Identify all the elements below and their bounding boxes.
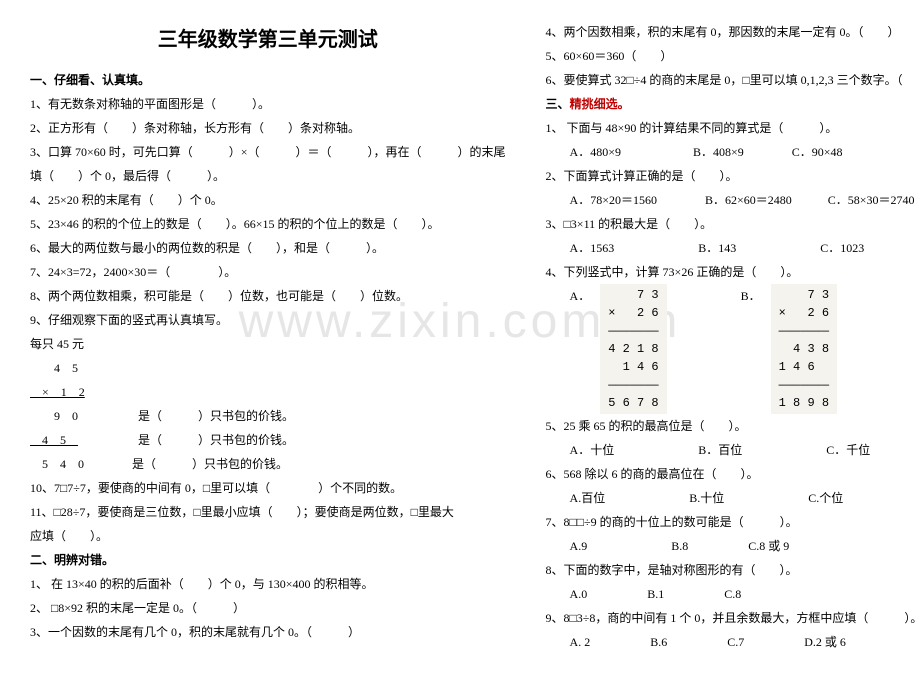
q1-4: 4、25×20 积的末尾有（ ）个 0。 [30, 188, 506, 212]
q2-6: 6、要使算式 32□÷4 的商的末尾是 0，□里可以填 0,1,2,3 三个数字… [546, 68, 920, 92]
section3-head-a: 三、 [546, 97, 570, 111]
q3-8o: A.0 B.1 C.8 [546, 582, 920, 606]
calc-image-b: 7 3 × 2 6 ——————— 4 3 8 1 4 6 ——————— 1 … [771, 284, 837, 414]
q2-4: 4、两个因数相乘，积的末尾有 0，那因数的末尾一定有 0。（ ） [546, 20, 920, 44]
q3-2o: A．78×20＝1560 B．62×60＝2480 C．58×30＝2740 [546, 188, 920, 212]
q3-1: 1、 下面与 48×90 的计算结果不同的算式是（ ）。 [546, 116, 920, 140]
q3-7: 7、8□□÷9 的商的十位上的数可能是（ ）。 [546, 510, 920, 534]
section3-head: 三、精挑细选。 [546, 92, 920, 116]
q1-9a: 每只 45 元 [30, 332, 506, 356]
q3-9: 9、8□3÷8，商的中间有 1 个 0，并且余数最大，方框中应填（ ）。 [546, 606, 920, 630]
calc-l2: × 1 2 [30, 380, 506, 404]
q1-11a: 11、□28÷7，要使商是三位数，□里最小应填（ ）；要使商是两位数，□里最大 [30, 500, 506, 524]
q2-2: 2、 □8×92 积的末尾一定是 0。（ ） [30, 596, 506, 620]
q3-8: 8、下面的数字中，是轴对称图形的有（ ）。 [546, 558, 920, 582]
q2-5: 5、60×60＝360（ ） [546, 44, 920, 68]
q3-6: 6、568 除以 6 的商的最高位在（ ）。 [546, 462, 920, 486]
section1-head: 一、仔细看、认真填。 [30, 68, 506, 92]
calc-l4: 4 5 是（ ）只书包的价钱。 [30, 428, 506, 452]
calc-l2-text: × 1 2 [30, 380, 85, 404]
calc-image-a: 7 3 × 2 6 ——————— 4 2 1 8 1 4 6 ——————— … [600, 284, 666, 414]
q3-2: 2、下面算式计算正确的是（ ）。 [546, 164, 920, 188]
q3-1o: A．480×9 B．408×9 C．90×48 [546, 140, 920, 164]
q1-8: 8、两个两位数相乘，积可能是（ ）位数，也可能是（ ）位数。 [30, 284, 506, 308]
q2-3: 3、一个因数的末尾有几个 0，积的末尾就有几个 0。（ ） [30, 620, 506, 644]
q1-5: 5、23×46 的积的个位上的数是（ ）。66×15 的积的个位上的数是（ ）。 [30, 212, 506, 236]
q1-2: 2、正方形有（ ）条对称轴，长方形有（ ）条对称轴。 [30, 116, 506, 140]
page-container: 三年级数学第三单元测试 一、仔细看、认真填。 1、有无数条对称轴的平面图形是（ … [0, 0, 920, 674]
q1-1: 1、有无数条对称轴的平面图形是（ ）。 [30, 92, 506, 116]
q3-6o: A.百位 B.十位 C.个位 [546, 486, 920, 510]
q1-6: 6、最大的两位数与最小的两位数的积是（ ），和是（ ）。 [30, 236, 506, 260]
q3-4: 4、下列竖式中，计算 73×26 正确的是（ ）。 [546, 260, 920, 284]
doc-title: 三年级数学第三单元测试 [30, 20, 506, 60]
section3-head-b: 精挑细选。 [570, 97, 630, 111]
q1-9: 9、仔细观察下面的竖式再认真填写。 [30, 308, 506, 332]
left-column: 三年级数学第三单元测试 一、仔细看、认真填。 1、有无数条对称轴的平面图形是（ … [30, 20, 506, 654]
q2-1: 1、 在 13×40 的积的后面补（ ）个 0，与 130×400 的积相等。 [30, 572, 506, 596]
q3-3o: A．1563 B．143 C．1023 [546, 236, 920, 260]
q1-10: 10、7□7÷7，要使商的中间有 0，□里可以填（ ）个不同的数。 [30, 476, 506, 500]
calc-l4-u: 4 5 [30, 428, 78, 452]
q3-4-calcs: A． 7 3 × 2 6 ——————— 4 2 1 8 1 4 6 —————… [546, 284, 920, 414]
q3-4-label-b: B． [741, 284, 761, 308]
q1-3a: 3、口算 70×60 时，可先口算（ ）×（ ）＝（ ），再在（ ）的末尾 [30, 140, 506, 164]
q3-5o: A．十位 B．百位 C．千位 [546, 438, 920, 462]
q3-7o: A.9 B.8 C.8 或 9 [546, 534, 920, 558]
q1-11b: 应填（ ）。 [30, 524, 506, 548]
right-column: 4、两个因数相乘，积的末尾有 0，那因数的末尾一定有 0。（ ） 5、60×60… [546, 20, 920, 654]
q1-7: 7、24×3=72，2400×30＝（ ）。 [30, 260, 506, 284]
q3-4-label-a: A． [570, 284, 591, 308]
q3-9o: A. 2 B.6 C.7 D.2 或 6 [546, 630, 920, 654]
q1-3b: 填（ ）个 0，最后得（ ）。 [30, 164, 506, 188]
calc-l5: 5 4 0 是（ ）只书包的价钱。 [30, 452, 506, 476]
section2-head: 二、明辨对错。 [30, 548, 506, 572]
calc-l4-rest: 是（ ）只书包的价钱。 [78, 433, 294, 447]
q3-3: 3、□3×11 的积最大是（ ）。 [546, 212, 920, 236]
q3-5: 5、25 乘 65 的积的最高位是（ ）。 [546, 414, 920, 438]
calc-l3: 9 0 是（ ）只书包的价钱。 [30, 404, 506, 428]
calc-l1: 4 5 [30, 356, 506, 380]
